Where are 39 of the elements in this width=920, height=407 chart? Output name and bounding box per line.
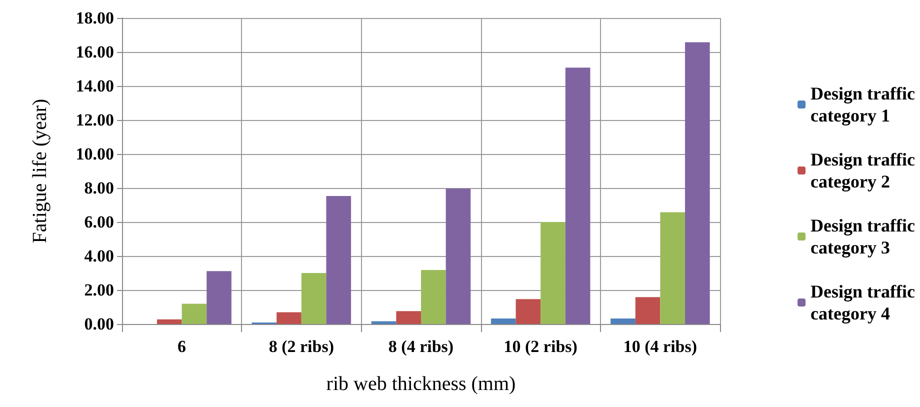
- bar: [660, 212, 686, 324]
- bar: [371, 321, 396, 324]
- y-axis-title: Fatigue life (year): [29, 98, 51, 244]
- y-tick-label: 8.00: [84, 178, 114, 198]
- legend-label: Design traffic category 1: [810, 84, 916, 126]
- bar: [396, 311, 421, 324]
- x-tick-label: 10 (2 ribs): [504, 337, 578, 356]
- x-tick-label: 8 (4 ribs): [388, 337, 454, 356]
- bar: [540, 222, 566, 324]
- bar: [156, 319, 182, 324]
- bar: [490, 318, 516, 324]
- x-tick-label: 8 (2 ribs): [268, 337, 334, 356]
- bar: [421, 270, 446, 324]
- bar: [446, 188, 471, 324]
- bar: [301, 273, 326, 324]
- x-tick-label: 6: [178, 337, 186, 356]
- bar: [326, 196, 352, 324]
- x-tick-label: 10 (4 ribs): [623, 337, 698, 356]
- x-axis-title: rib web thickness (mm): [326, 373, 516, 395]
- y-tick-label: 0.00: [84, 314, 114, 334]
- bar: [276, 312, 302, 324]
- y-tick-label: 2.00: [84, 280, 114, 300]
- bar: [635, 297, 660, 324]
- legend-label: Design traffic category 4: [810, 282, 916, 324]
- y-tick-label: 14.00: [76, 76, 114, 96]
- legend-label: Design traffic category 3: [810, 216, 916, 258]
- bar: [565, 68, 590, 324]
- bar: [610, 318, 636, 324]
- y-tick-label: 12.00: [76, 110, 114, 130]
- y-tick-label: 10.00: [76, 144, 114, 164]
- bar: [685, 42, 710, 324]
- legend-label: Design traffic category 2: [810, 150, 916, 192]
- bar: [182, 304, 207, 324]
- y-tick-label: 18.00: [76, 8, 114, 28]
- bar: [516, 299, 541, 324]
- bar: [206, 271, 232, 324]
- y-tick-label: 6.00: [84, 212, 114, 232]
- y-tick-label: 16.00: [76, 42, 114, 62]
- y-tick-label: 4.00: [84, 246, 114, 266]
